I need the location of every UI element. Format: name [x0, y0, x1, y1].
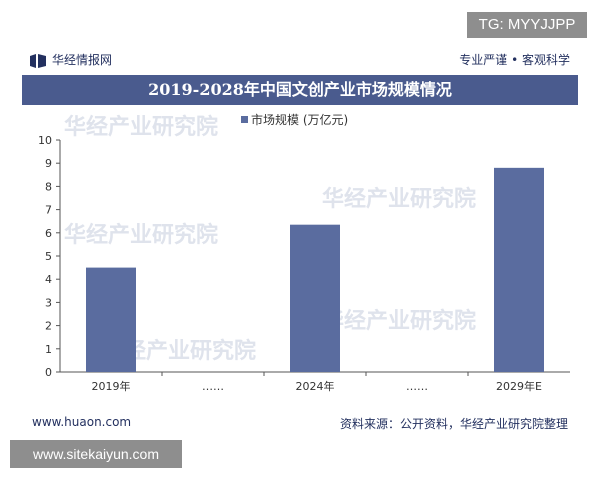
- y-tick-label: 6: [45, 227, 52, 240]
- brand-bar: 华经情报网 专业严谨 • 客观科学: [22, 46, 578, 74]
- bottom-watermark: www.sitekaiyun.com: [10, 440, 182, 468]
- watermark-text: 华经产业研究院: [64, 222, 218, 248]
- brand-name: 华经情报网: [52, 53, 113, 67]
- chart-legend: 市场规模 (万亿元): [241, 112, 348, 127]
- watermark-text: 华经产业研究院: [322, 308, 476, 334]
- chart-title: 2019-2028年中国文创产业市场规模情况: [22, 75, 578, 105]
- y-tick-label: 5: [45, 250, 52, 263]
- bar: [86, 267, 136, 372]
- footer-website: www.huaon.com: [32, 415, 132, 429]
- y-tick-label: 7: [45, 204, 52, 217]
- bars: [86, 167, 544, 372]
- y-tick-label: 2: [45, 320, 52, 333]
- y-tick-label: 8: [45, 180, 52, 193]
- y-tick-label: 4: [45, 273, 52, 286]
- x-tick-labels: 2019年 …… 2024年 …… 2029年E: [92, 379, 543, 393]
- x-tick-label: ……: [406, 380, 428, 393]
- watermark-text: 华经产业研究院: [64, 114, 218, 140]
- legend-label: 市场规模 (万亿元): [251, 112, 348, 127]
- y-tick-label: 10: [38, 134, 52, 147]
- chart-axes: 0 1 2 3 4 5 6 7 8 9 10: [38, 134, 570, 379]
- top-watermark: TG: MYYJJPP: [467, 12, 587, 38]
- y-tick-label: 1: [45, 343, 52, 356]
- x-tick-label: 2019年: [92, 379, 131, 393]
- y-tick-label: 3: [45, 296, 52, 309]
- x-tick-label: ……: [202, 380, 224, 393]
- y-tick-label: 0: [45, 366, 52, 379]
- brand-tagline: 专业严谨 • 客观科学: [459, 53, 570, 67]
- watermark-text: 华经产业研究院: [322, 186, 476, 212]
- bar: [290, 224, 340, 372]
- x-tick-label: 2029年E: [496, 379, 542, 393]
- footer-source: 资料来源：公开资料，华经产业研究院整理: [339, 417, 568, 431]
- bar: [494, 167, 544, 372]
- legend-swatch: [241, 116, 248, 123]
- chart-card: 华经情报网 专业严谨 • 客观科学 2019-2028年中国文创产业市场规模情况…: [22, 46, 578, 438]
- y-tick-label: 9: [45, 157, 52, 170]
- huajing-logo-icon: [30, 54, 46, 68]
- x-tick-label: 2024年: [296, 379, 335, 393]
